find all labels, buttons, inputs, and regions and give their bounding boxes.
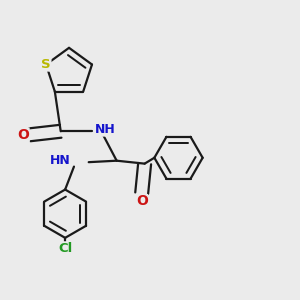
Text: S: S [41,58,51,71]
Text: O: O [136,194,148,208]
Text: O: O [17,128,29,142]
Text: Cl: Cl [58,242,72,255]
Text: NH: NH [95,123,116,136]
Text: HN: HN [50,154,71,167]
